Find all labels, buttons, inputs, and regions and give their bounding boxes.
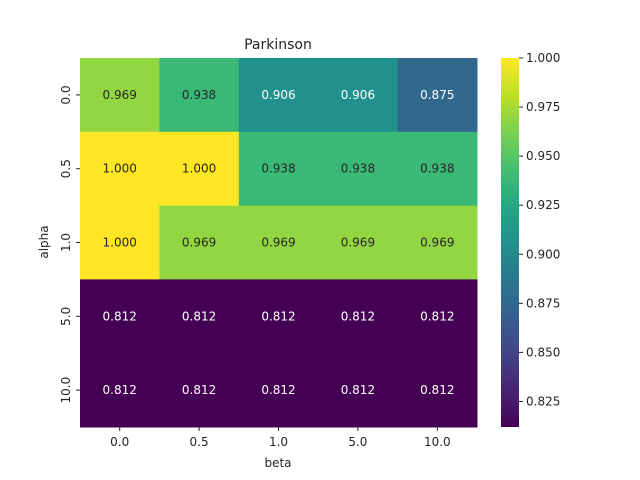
x-tick-label: 10.0 xyxy=(424,435,451,449)
heatmap-cell xyxy=(318,353,399,428)
heatmap-cell xyxy=(159,353,240,428)
y-axis-ticks: 0.0 0.5 1.0 5.0 10.0 xyxy=(59,85,80,403)
y-tick-label: 0.5 xyxy=(59,159,73,178)
y-tick-label: 5.0 xyxy=(59,307,73,326)
heatmap-cell xyxy=(318,58,399,133)
colorbar-gradient xyxy=(501,58,519,427)
y-tick-label: 0.0 xyxy=(59,85,73,104)
colorbar-tick-label: 0.875 xyxy=(526,296,560,310)
heatmap-cell xyxy=(397,353,478,428)
heatmap-cell xyxy=(159,205,240,280)
cell-value-label: 0.969 xyxy=(103,88,137,102)
cell-value-label: 0.969 xyxy=(420,236,454,250)
colorbar-tick-label: 1.000 xyxy=(526,51,560,65)
heatmap-cell xyxy=(397,131,478,207)
heatmap-cell xyxy=(397,58,478,133)
cell-value-label: 0.812 xyxy=(341,383,375,397)
cell-value-label: 0.938 xyxy=(420,162,454,176)
x-tick-label: 1.0 xyxy=(269,435,288,449)
y-axis-label: alpha xyxy=(37,225,51,258)
x-tick-label: 0.0 xyxy=(110,435,129,449)
heatmap-cell xyxy=(318,205,399,280)
cell-value-label: 0.969 xyxy=(261,236,295,250)
cell-value-label: 0.812 xyxy=(341,309,375,323)
cell-value-label: 0.906 xyxy=(261,88,295,102)
cell-value-label: 0.812 xyxy=(182,383,216,397)
heatmap-cell xyxy=(80,353,160,428)
cell-value-label: 1.000 xyxy=(182,162,216,176)
heatmap-cell xyxy=(159,58,240,133)
cell-value-label: 0.812 xyxy=(103,383,137,397)
y-tick-label: 1.0 xyxy=(59,233,73,252)
heatmap-cell xyxy=(238,279,319,354)
heatmap-cell xyxy=(159,279,240,354)
cell-value-label: 0.906 xyxy=(341,88,375,102)
colorbar-tick-label: 0.825 xyxy=(526,394,560,408)
cell-value-label: 0.812 xyxy=(182,309,216,323)
heatmap-cell xyxy=(397,279,478,354)
x-tick-label: 0.5 xyxy=(190,435,209,449)
cell-value-label: 0.812 xyxy=(261,309,295,323)
x-axis-ticks: 0.0 0.5 1.0 5.0 10.0 xyxy=(110,427,451,449)
heatmap-cell xyxy=(238,131,319,207)
colorbar-tick-label: 0.950 xyxy=(526,149,560,163)
chart-title: Parkinson xyxy=(244,37,312,53)
cell-value-label: 0.812 xyxy=(261,383,295,397)
heatmap-cell xyxy=(318,131,399,207)
heatmap-cell xyxy=(159,131,240,207)
cell-value-label: 0.969 xyxy=(182,236,216,250)
heatmap-cell xyxy=(80,58,160,133)
colorbar-tick-label: 0.925 xyxy=(526,198,560,212)
heatmap-cell xyxy=(238,205,319,280)
y-tick-label: 10.0 xyxy=(59,377,73,404)
heatmap-cell xyxy=(80,131,160,207)
cell-value-label: 0.969 xyxy=(341,236,375,250)
cell-value-label: 0.938 xyxy=(261,162,295,176)
colorbar-tick-label: 0.975 xyxy=(526,100,560,114)
colorbar-tick-label: 0.900 xyxy=(526,247,560,261)
heatmap-cell xyxy=(238,353,319,428)
cell-value-label: 1.000 xyxy=(103,162,137,176)
colorbar: 0.825 0.850 0.875 0.900 0.925 0.950 0.975 1.000 xyxy=(501,51,560,427)
heatmap-cell xyxy=(80,279,160,354)
colorbar-tick-label: 0.850 xyxy=(526,345,560,359)
cell-value-label: 0.938 xyxy=(341,162,375,176)
x-tick-label: 5.0 xyxy=(348,435,367,449)
heatmap-cells: 0.969 0.938 0.906 0.906 0.875 1.000 1.000 0.938… xyxy=(80,58,478,428)
cell-value-label: 0.812 xyxy=(420,383,454,397)
cell-value-label: 0.938 xyxy=(182,88,216,102)
heatmap-cell xyxy=(397,205,478,280)
cell-value-label: 0.875 xyxy=(420,88,454,102)
cell-value-label: 1.000 xyxy=(103,236,137,250)
x-axis-label: beta xyxy=(264,456,291,470)
heatmap-cell xyxy=(238,58,319,133)
cell-value-label: 0.812 xyxy=(103,309,137,323)
heatmap-cell xyxy=(80,205,160,280)
cell-value-label: 0.812 xyxy=(420,309,454,323)
heatmap-cell xyxy=(318,279,399,354)
